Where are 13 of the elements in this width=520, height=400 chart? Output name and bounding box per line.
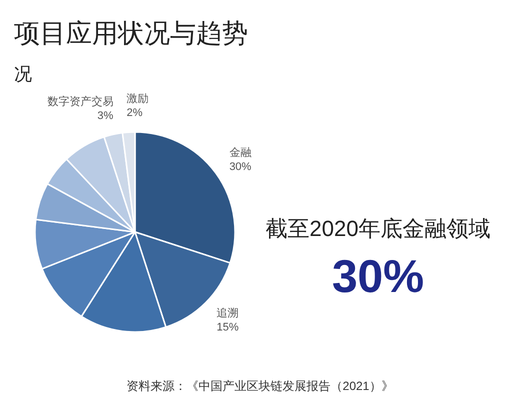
chart-title: 项目应用状况与趋势 (14, 18, 248, 48)
chart-subtitle: 况 (14, 64, 32, 84)
data-label: 15% (216, 322, 239, 334)
text: 资料来源：《中国产业区块链发展报告（2021）》 (126, 379, 394, 393)
text: 截至2020年底金融领域 (266, 216, 490, 241)
slice-label: 追溯 (216, 308, 239, 320)
data-label: 2% (126, 107, 143, 120)
data-label: 3% (97, 110, 114, 122)
slice-label: 数字资产交易 (47, 94, 114, 108)
slice-label: 金融 (229, 147, 252, 160)
data-label: 30% (229, 161, 252, 174)
text: 30% (332, 250, 424, 302)
slice-label: 激励 (126, 93, 149, 106)
